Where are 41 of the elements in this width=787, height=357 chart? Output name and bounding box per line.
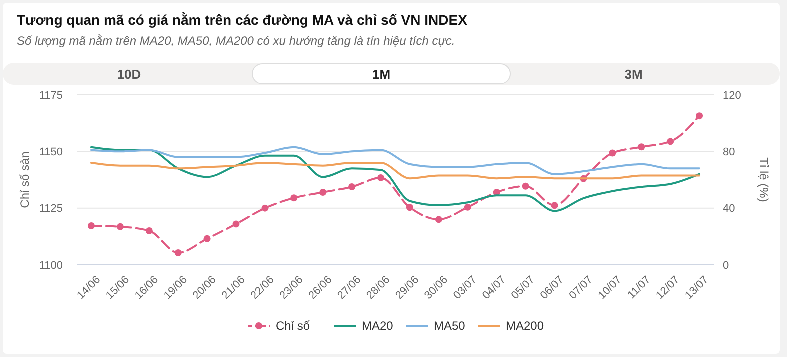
legend-label: MA20: [362, 319, 394, 334]
point: [638, 144, 646, 151]
chart-subtitle: Số lượng mã nằm trên MA20, MA50, MA200 có xu hướng tăng là tín hiệu tích cực.: [17, 34, 456, 48]
legend-label: Chỉ số: [276, 319, 310, 334]
point: [435, 216, 442, 224]
point: [378, 174, 385, 182]
point: [522, 182, 530, 190]
text: 1M: [372, 67, 391, 82]
y-tick-label: 1125: [39, 203, 63, 216]
y2-tick-label: 80: [723, 146, 736, 159]
y2-tick-label: 0: [723, 260, 730, 272]
point: [551, 202, 558, 210]
point: [146, 228, 153, 234]
y-tick-label: 1100: [39, 260, 63, 272]
point: [667, 138, 674, 146]
text: 3M: [624, 67, 643, 82]
y-tick-label: 1150: [39, 146, 63, 159]
y2-tick-label: 120: [723, 90, 742, 102]
point: [262, 204, 269, 212]
y2-axis-title: Tỉ lệ (%): [757, 158, 771, 202]
point: [696, 112, 704, 120]
text: 10D: [117, 67, 142, 82]
point: [348, 184, 356, 191]
point: [204, 235, 211, 242]
legend-label: MA200: [506, 319, 544, 334]
legend-label: MA50: [434, 319, 466, 334]
point: [116, 223, 124, 230]
chart-title: Tương quan mã có giá nằm trên các đường MA và chỉ số VN INDEX: [17, 12, 468, 28]
point: [290, 194, 298, 202]
line-series: [90, 146, 701, 176]
point: [174, 249, 182, 256]
point: [406, 204, 414, 212]
y2-tick-label: 40: [723, 203, 736, 216]
y-axis-title: Chỉ số sàn: [18, 152, 32, 208]
point: [88, 222, 95, 230]
point: [464, 204, 472, 211]
point: [320, 188, 327, 196]
y-tick-label: 1175: [39, 90, 63, 102]
line-series: [90, 146, 701, 212]
point: [232, 220, 240, 228]
point: [609, 150, 616, 157]
